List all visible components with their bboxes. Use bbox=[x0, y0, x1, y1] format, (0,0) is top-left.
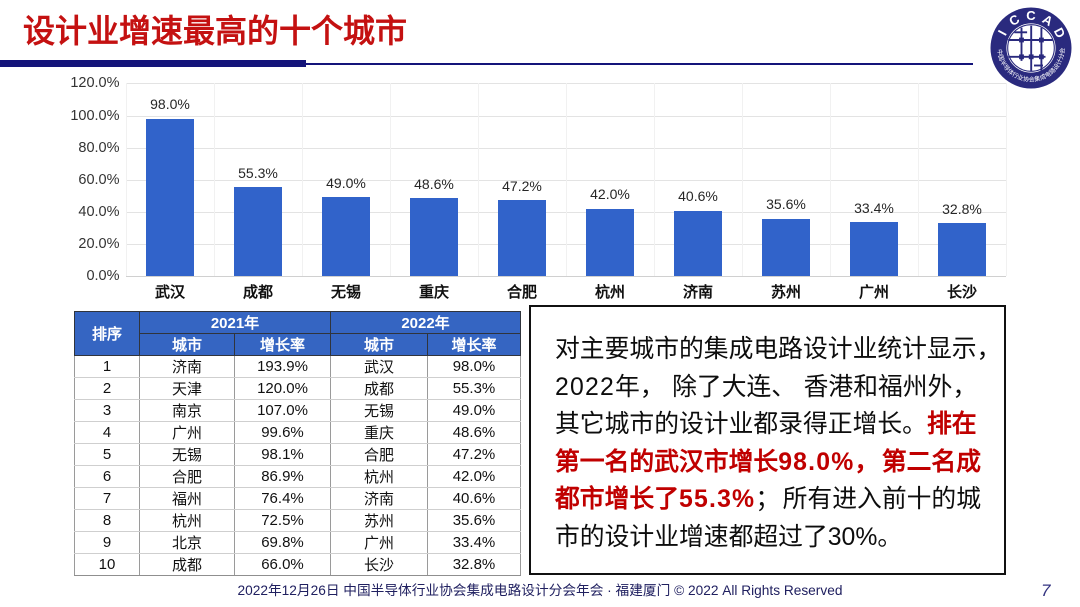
svg-text:I: I bbox=[995, 28, 1010, 38]
svg-text:C: C bbox=[1026, 8, 1036, 23]
